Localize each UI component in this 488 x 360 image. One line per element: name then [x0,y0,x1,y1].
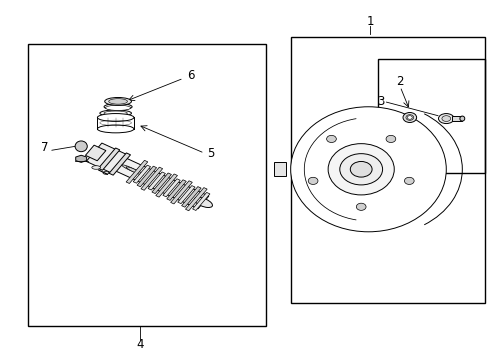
Polygon shape [181,186,201,207]
Polygon shape [137,166,156,187]
Ellipse shape [108,99,127,104]
Ellipse shape [100,110,131,116]
Polygon shape [156,174,177,197]
Ellipse shape [126,167,143,175]
Polygon shape [76,155,86,162]
Polygon shape [85,145,106,161]
Ellipse shape [441,116,450,121]
Polygon shape [109,153,130,175]
Text: 3: 3 [376,95,384,108]
Polygon shape [133,165,150,183]
Ellipse shape [104,98,131,105]
Polygon shape [177,186,195,204]
Polygon shape [86,143,127,173]
Ellipse shape [92,166,101,169]
Text: 5: 5 [206,147,214,160]
Ellipse shape [290,107,446,232]
Polygon shape [98,148,120,170]
Polygon shape [166,180,186,201]
Polygon shape [99,151,208,209]
Polygon shape [126,160,147,184]
Circle shape [404,177,413,184]
Text: 2: 2 [396,75,403,88]
Text: 7: 7 [41,141,49,154]
Ellipse shape [103,171,109,174]
Bar [377,59,484,173]
Bar [290,37,484,303]
Circle shape [407,116,411,119]
Circle shape [356,203,366,210]
Ellipse shape [97,125,134,133]
Circle shape [307,177,317,184]
Polygon shape [152,173,171,194]
Polygon shape [148,172,165,190]
Polygon shape [163,179,180,197]
Polygon shape [141,167,163,190]
Polygon shape [170,181,192,204]
Ellipse shape [327,144,393,195]
Polygon shape [185,188,207,211]
Ellipse shape [105,105,130,111]
Ellipse shape [122,165,139,173]
Circle shape [385,135,395,143]
Polygon shape [192,192,209,211]
Text: 1: 1 [366,14,373,27]
Ellipse shape [194,197,212,207]
Ellipse shape [104,104,132,110]
Ellipse shape [97,113,134,121]
Circle shape [326,135,336,143]
Ellipse shape [438,113,453,123]
Bar [273,162,285,176]
Ellipse shape [459,116,464,121]
Bar [28,44,266,327]
Ellipse shape [405,114,413,120]
Text: 6: 6 [187,69,194,82]
Text: 4: 4 [136,338,143,351]
Ellipse shape [104,111,127,115]
Ellipse shape [402,112,416,122]
Ellipse shape [339,154,382,185]
Bar [451,116,461,121]
Ellipse shape [75,141,87,152]
Ellipse shape [349,162,371,177]
